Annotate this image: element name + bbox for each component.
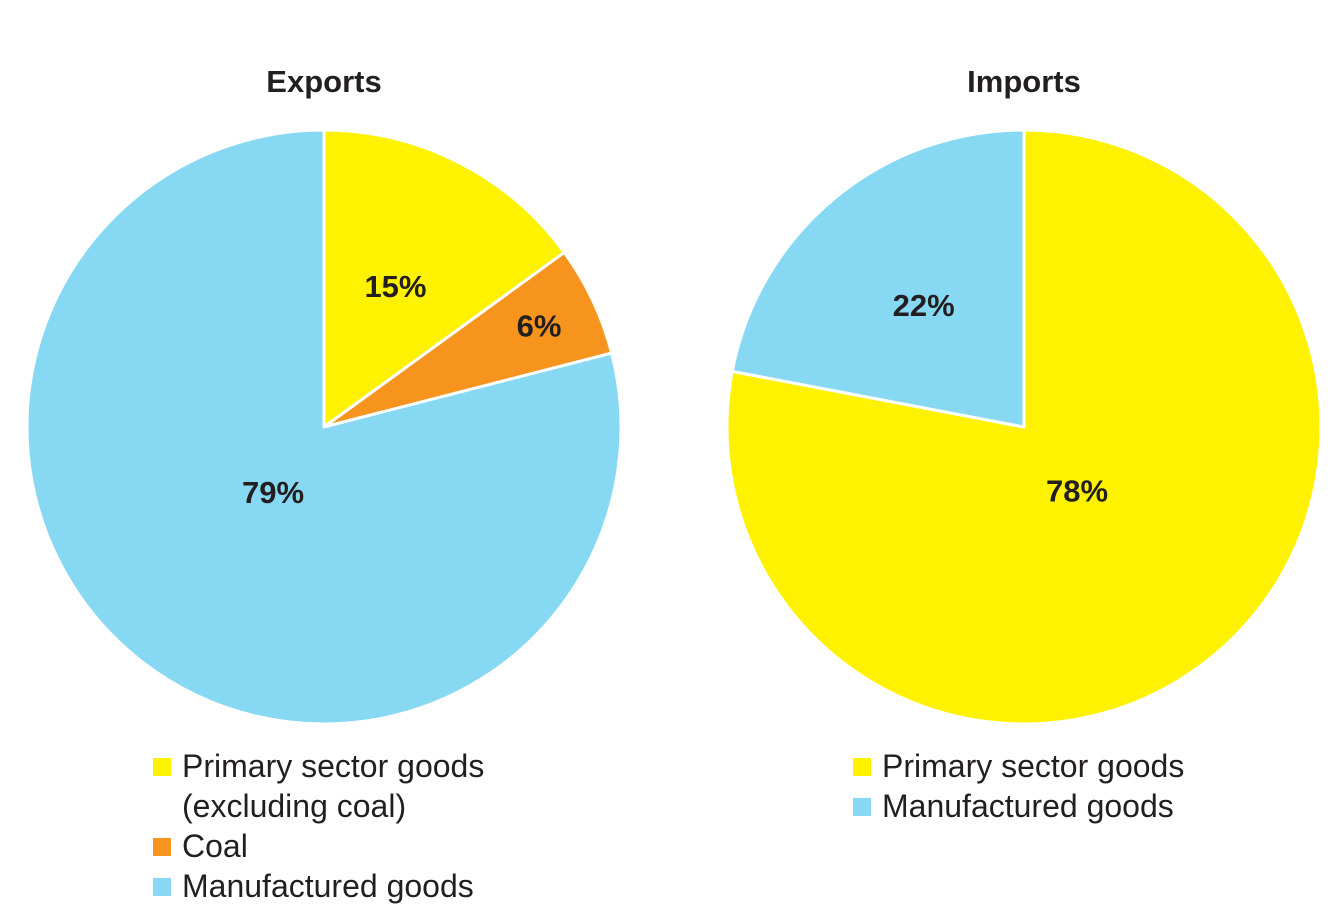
slice-value-label-manufactured-goods: 79%: [242, 475, 304, 510]
exports-pie: 15% 6% 79%: [25, 128, 623, 726]
legend-item-primary-sector-goods: Primary sector goods: [850, 746, 1184, 786]
exports-chart-title: Exports: [266, 64, 382, 99]
imports-pie: 78% 22%: [725, 128, 1323, 726]
legend-item-coal: Coal: [150, 826, 484, 866]
slice-value-label-manufactured-goods: 22%: [893, 288, 955, 323]
slice-value-label-coal: 6%: [517, 308, 562, 343]
legend-swatch-manufactured: [853, 798, 871, 816]
legend-label: Manufactured goods: [882, 788, 1174, 824]
pie-slice-primary-sector-goods: [725, 128, 1323, 726]
legend-swatch-primary: [153, 758, 171, 776]
legend-item-primary-sector-goods: Primary sector goods (excluding coal): [150, 746, 484, 826]
pie-slice-manufactured-goods: [730, 128, 1026, 429]
legend-label-line-1: Primary sector goods: [182, 748, 485, 784]
slice-value-label-primary-sector-goods-excluding-coal: 15%: [364, 269, 426, 304]
exports-legend: Primary sector goods (excluding coal) Co…: [150, 746, 484, 906]
pie-slice-primary-sector-goods-excluding-coal: [322, 128, 566, 429]
legend-swatch-coal: [153, 838, 171, 856]
legend-label: Coal: [182, 828, 248, 864]
legend-item-manufactured-goods: Manufactured goods: [850, 786, 1184, 826]
legend-swatch-primary: [853, 758, 871, 776]
pie-slice-manufactured-goods: [25, 128, 623, 726]
legend-label-line-2: (excluding coal): [182, 788, 407, 824]
imports-chart-title: Imports: [967, 64, 1081, 99]
legend-item-manufactured-goods: Manufactured goods: [150, 866, 484, 906]
imports-legend: Primary sector goods Manufactured goods: [850, 746, 1184, 826]
legend-label: Primary sector goods: [882, 748, 1185, 784]
slice-value-label-primary-sector-goods: 78%: [1046, 474, 1108, 509]
legend-label: Manufactured goods: [182, 868, 474, 904]
legend-swatch-manufactured: [153, 878, 171, 896]
